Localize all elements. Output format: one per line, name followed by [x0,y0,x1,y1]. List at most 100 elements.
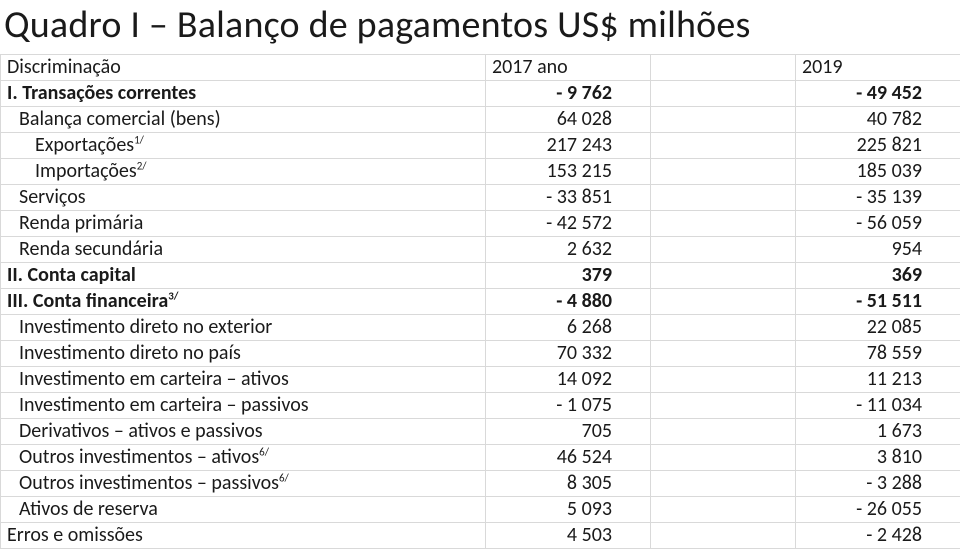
table-row: I. Transações correntes- 9 762 - 49 452 [1,81,960,107]
cell-blank [651,471,796,497]
cell-blank [651,133,796,159]
row-label: Investimento em carteira – passivos [1,393,486,419]
cell-blank [651,445,796,471]
cell-2019: 3 810 [796,445,960,471]
cell-2019: 11 213 [796,367,960,393]
cell-blank [651,237,796,263]
cell-blank [651,367,796,393]
table-row: Outros investimentos – ativos6/46 524 3 8… [1,445,960,471]
row-label: Investimento direto no exterior [1,315,486,341]
table-row: Investimento em carteira – ativos14 092 1… [1,367,960,393]
row-label: Investimento em carteira – ativos [1,367,486,393]
table-row: Exportações1/217 243225 821 [1,133,960,159]
cell-2017: 217 243 [486,133,651,159]
cell-2017: - 1 075 [486,393,651,419]
row-label: Derivativos – ativos e passivos [1,419,486,445]
table-row: Renda secundária2 632 954 [1,237,960,263]
page-title: Quadro I – Balanço de pagamentos US$ mil… [0,0,960,54]
cell-2017: 2 632 [486,237,651,263]
footnote-superscript: 6/ [259,445,269,458]
row-label: Erros e omissões [1,523,486,549]
table-row: Ativos de reserva5 093 - 26 055 [1,497,960,523]
cell-blank [651,419,796,445]
cell-2019: - 26 055 [796,497,960,523]
cell-blank [651,185,796,211]
column-header-y2019: 2019 [796,55,960,81]
balance-table: Discriminação2017 ano2019I. Transações c… [0,54,960,549]
cell-2019: 40 782 [796,107,960,133]
row-label: Ativos de reserva [1,497,486,523]
cell-2017: - 42 572 [486,211,651,237]
table-row: Serviços- 33 851 - 35 139 [1,185,960,211]
row-label: Importações2/ [1,159,486,185]
cell-2019: 369 [796,263,960,289]
cell-2019: - 3 288 [796,471,960,497]
cell-2017: 153 215 [486,159,651,185]
table-row: Renda primária- 42 572 - 56 059 [1,211,960,237]
footnote-superscript: 1/ [134,133,144,146]
row-label: Outros investimentos – ativos6/ [1,445,486,471]
cell-2017: 6 268 [486,315,651,341]
cell-2017: 14 092 [486,367,651,393]
cell-blank [651,81,796,107]
cell-2017: - 9 762 [486,81,651,107]
column-header-disc: Discriminação [1,55,486,81]
row-label: Renda primária [1,211,486,237]
table-row: Importações2/153 215 185 039 [1,159,960,185]
column-header-y2017: 2017 ano [486,55,651,81]
table-row: Investimento direto no exterior6 26822 0… [1,315,960,341]
row-label: III. Conta financeira3/ [1,289,486,315]
cell-blank [651,341,796,367]
row-label: Renda secundária [1,237,486,263]
cell-2017: 70 332 [486,341,651,367]
table-row: Investimento em carteira – passivos- 1 0… [1,393,960,419]
row-label: Serviços [1,185,486,211]
row-label: Investimento direto no país [1,341,486,367]
cell-2017: 5 093 [486,497,651,523]
cell-2017: 8 305 [486,471,651,497]
cell-blank [651,497,796,523]
cell-2019: - 56 059 [796,211,960,237]
cell-2019: - 49 452 [796,81,960,107]
cell-blank [651,523,796,549]
cell-2017: 4 503 [486,523,651,549]
cell-blank [651,393,796,419]
cell-2017: - 33 851 [486,185,651,211]
cell-blank [651,289,796,315]
cell-2019: - 2 428 [796,523,960,549]
cell-2019: 954 [796,237,960,263]
footnote-superscript: 6/ [279,471,289,484]
cell-2019: - 11 034 [796,393,960,419]
cell-2017: - 4 880 [486,289,651,315]
row-label: I. Transações correntes [1,81,486,107]
table-row: Erros e omissões4 503 - 2 428 [1,523,960,549]
table-row: II. Conta capital379 369 [1,263,960,289]
cell-2019: 185 039 [796,159,960,185]
cell-blank [651,107,796,133]
cell-2017: 379 [486,263,651,289]
column-header-blank [651,55,796,81]
cell-2019: - 51 511 [796,289,960,315]
table-header-row: Discriminação2017 ano 2019 [1,55,960,81]
cell-2017: 705 [486,419,651,445]
table-row: III. Conta financeira3/- 4 880 - 51 511 [1,289,960,315]
row-label: Balança comercial (bens) [1,107,486,133]
footnote-superscript: 2/ [137,159,147,172]
row-label: II. Conta capital [1,263,486,289]
cell-2019: 78 559 [796,341,960,367]
page: Quadro I – Balanço de pagamentos US$ mil… [0,0,960,540]
row-label: Outros investimentos – passivos6/ [1,471,486,497]
cell-blank [651,159,796,185]
table-row: Derivativos – ativos e passivos705 1 673 [1,419,960,445]
cell-blank [651,211,796,237]
table-row: Investimento direto no país70 332 78 559 [1,341,960,367]
cell-2017: 46 524 [486,445,651,471]
cell-2019: 1 673 [796,419,960,445]
footnote-superscript: 3/ [168,289,178,302]
cell-2019: 225 821 [796,133,960,159]
cell-blank [651,315,796,341]
table-row: Balança comercial (bens)64 02840 782 [1,107,960,133]
table-row: Outros investimentos – passivos6/8 305 - … [1,471,960,497]
cell-2019: - 35 139 [796,185,960,211]
cell-blank [651,263,796,289]
